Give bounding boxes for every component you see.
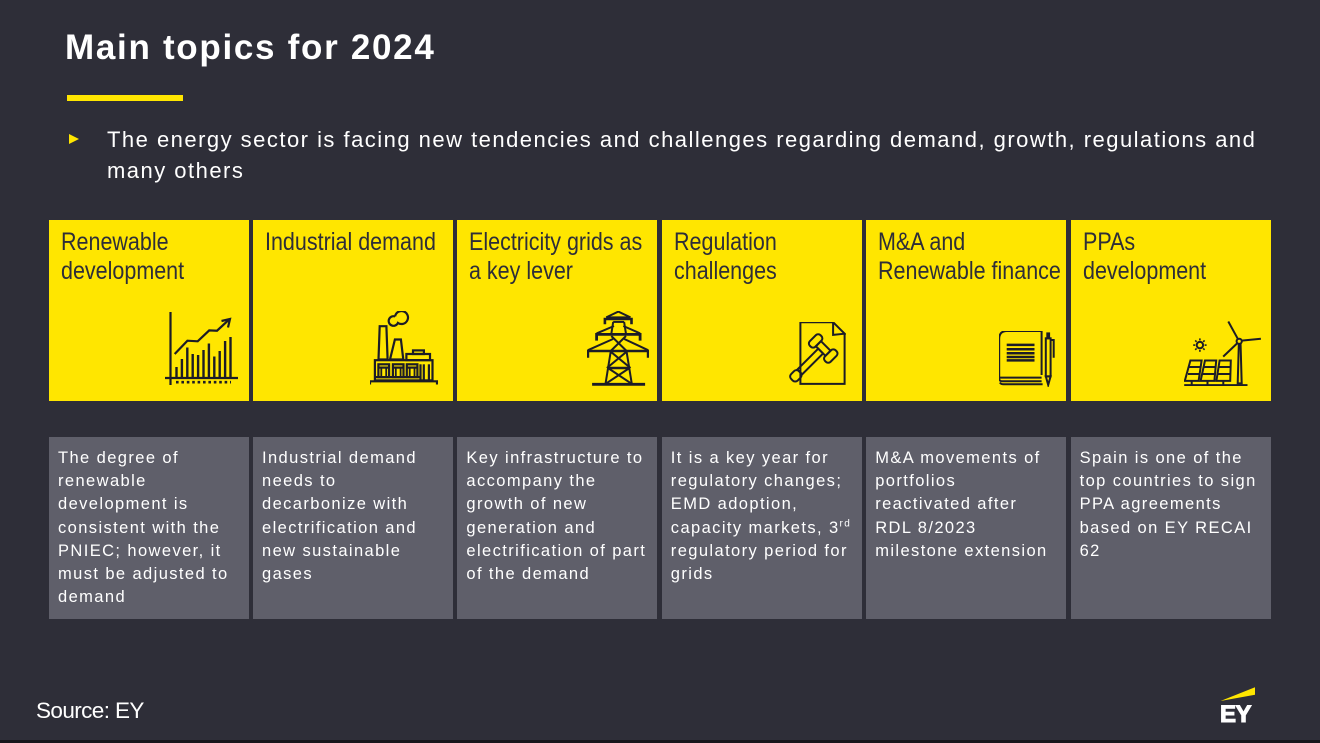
- svg-text:EY: EY: [1220, 701, 1252, 726]
